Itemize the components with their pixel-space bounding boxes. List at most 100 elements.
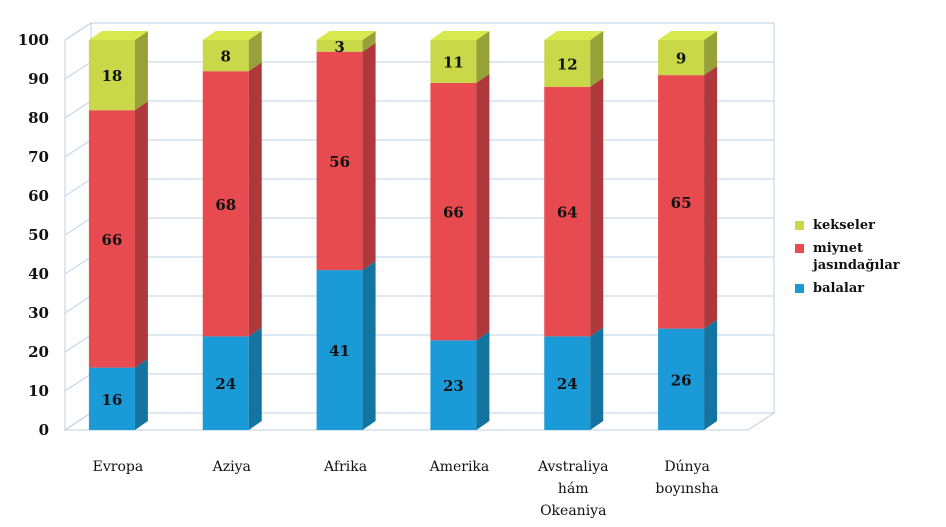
data-label: 65 bbox=[671, 194, 692, 212]
bar-top bbox=[430, 31, 490, 40]
gridline bbox=[64, 22, 774, 41]
x-tick-label: Evropa bbox=[93, 459, 144, 475]
bar-segment bbox=[202, 336, 249, 430]
bar-segment bbox=[658, 40, 705, 76]
bar-stack: 41 56 3 bbox=[316, 31, 376, 430]
bar-segment-side bbox=[704, 31, 718, 76]
bar-segment bbox=[88, 367, 135, 430]
bar-segment-side bbox=[362, 42, 376, 271]
bar-segment-side bbox=[134, 358, 148, 430]
data-label: 26 bbox=[671, 371, 692, 389]
legend-label-line: miynet bbox=[813, 241, 863, 256]
bar-segment-side bbox=[362, 261, 376, 430]
bar-segment-side bbox=[704, 66, 718, 329]
data-label: 11 bbox=[443, 53, 464, 71]
bar-segment bbox=[430, 82, 477, 341]
bar-stack: 24 64 12 bbox=[544, 31, 604, 430]
legend-label-line: jasındağılar bbox=[812, 258, 900, 273]
bar-segment-side bbox=[248, 62, 262, 337]
bars: 16 66 18 24 68 8 41 56 3 23 66 11 24 64 12 26 65 9 bbox=[88, 31, 718, 430]
bar-segment-side bbox=[134, 101, 148, 368]
y-tick-label: 0 bbox=[39, 421, 49, 439]
data-label: 56 bbox=[329, 153, 350, 171]
x-tick-label-line: Afrika bbox=[323, 459, 367, 475]
bar-segment bbox=[316, 270, 363, 430]
bar-segment-side bbox=[476, 31, 490, 83]
bar-segment bbox=[544, 86, 591, 337]
bar-segment-side bbox=[590, 31, 604, 87]
bar-segment-side bbox=[476, 331, 490, 430]
y-tick-label: 20 bbox=[28, 343, 49, 361]
data-label: 9 bbox=[676, 50, 686, 68]
bar-top bbox=[202, 31, 262, 40]
data-label: 24 bbox=[215, 375, 236, 393]
bar-segment bbox=[430, 40, 477, 83]
legend-label: kekseler bbox=[813, 218, 875, 233]
bar-stack: 26 65 9 bbox=[658, 31, 718, 430]
x-tick-label-line: Dúnya bbox=[664, 459, 710, 475]
x-tick-label: Aziya bbox=[212, 459, 251, 475]
bar-segment-side bbox=[248, 327, 262, 430]
data-label: 23 bbox=[443, 377, 464, 395]
x-tick-label: Afrika bbox=[323, 459, 367, 475]
y-tick-label: 80 bbox=[28, 109, 49, 127]
data-label: 16 bbox=[101, 391, 122, 409]
x-tick-label-line: hám bbox=[558, 481, 589, 497]
legend-swatch bbox=[795, 284, 804, 293]
bar-segment-side bbox=[590, 77, 604, 337]
legend-label-line: balalar bbox=[813, 281, 864, 296]
data-label: 3 bbox=[334, 38, 344, 56]
x-tick-label-line: Evropa bbox=[93, 459, 144, 475]
bar-top bbox=[658, 31, 718, 40]
bar-segment bbox=[202, 40, 249, 72]
legend: kekseler miynet jasındağılar balalar bbox=[795, 218, 900, 296]
legend-label: miynet jasındağılar bbox=[812, 241, 900, 273]
x-tick-label-line: Avstraliya bbox=[537, 459, 609, 475]
data-label: 66 bbox=[101, 231, 122, 249]
bar-segment-side bbox=[704, 319, 718, 430]
bar-segment bbox=[316, 51, 363, 271]
data-label: 24 bbox=[557, 375, 578, 393]
bar-segment bbox=[430, 340, 477, 430]
bar-top bbox=[544, 31, 604, 40]
x-tick-label: Amerika bbox=[429, 459, 490, 475]
legend-label: balalar bbox=[813, 281, 864, 296]
x-tick-label: Dúnya boyınsha bbox=[655, 459, 718, 497]
bar-segment bbox=[88, 40, 135, 111]
bar-segment bbox=[544, 336, 591, 430]
x-tick-label-line: Okeaniya bbox=[540, 503, 606, 519]
data-label: 41 bbox=[329, 342, 350, 360]
bar-segment bbox=[88, 110, 135, 368]
bar-stack: 16 66 18 bbox=[88, 31, 148, 430]
y-tick-label: 40 bbox=[28, 265, 49, 283]
legend-swatch bbox=[795, 244, 804, 253]
bar-top bbox=[88, 31, 148, 40]
bar-segment-side bbox=[476, 73, 490, 341]
bar-segment bbox=[658, 75, 705, 329]
legend-label-line: kekseler bbox=[813, 218, 875, 233]
x-axis: Evropa Aziya Afrika Amerika Avstraliya hám Oke… bbox=[93, 459, 719, 519]
bar-segment-side bbox=[362, 31, 376, 52]
data-label: 64 bbox=[557, 204, 578, 222]
bar-stack: 24 68 8 bbox=[202, 31, 262, 430]
data-label: 8 bbox=[221, 48, 231, 66]
legend-swatch bbox=[795, 221, 804, 230]
bar-segment bbox=[544, 40, 591, 87]
y-tick-label: 70 bbox=[28, 148, 49, 166]
bar-top bbox=[316, 31, 376, 40]
x-tick-label: Avstraliya hám Okeaniya bbox=[537, 459, 609, 519]
data-label: 18 bbox=[101, 67, 122, 85]
bar-segment bbox=[316, 40, 363, 52]
data-label: 12 bbox=[557, 55, 578, 73]
data-label: 66 bbox=[443, 204, 464, 222]
bar-segment-side bbox=[134, 31, 148, 111]
y-tick-label: 60 bbox=[28, 187, 49, 205]
y-tick-label: 100 bbox=[18, 31, 49, 49]
bar-segment-side bbox=[248, 31, 262, 72]
y-tick-label: 10 bbox=[28, 382, 49, 400]
y-tick-label: 50 bbox=[28, 226, 49, 244]
y-axis: 0 10 20 30 40 50 60 70 80 90 100 bbox=[18, 31, 49, 439]
y-tick-label: 30 bbox=[28, 304, 49, 322]
x-tick-label-line: Aziya bbox=[212, 459, 251, 475]
